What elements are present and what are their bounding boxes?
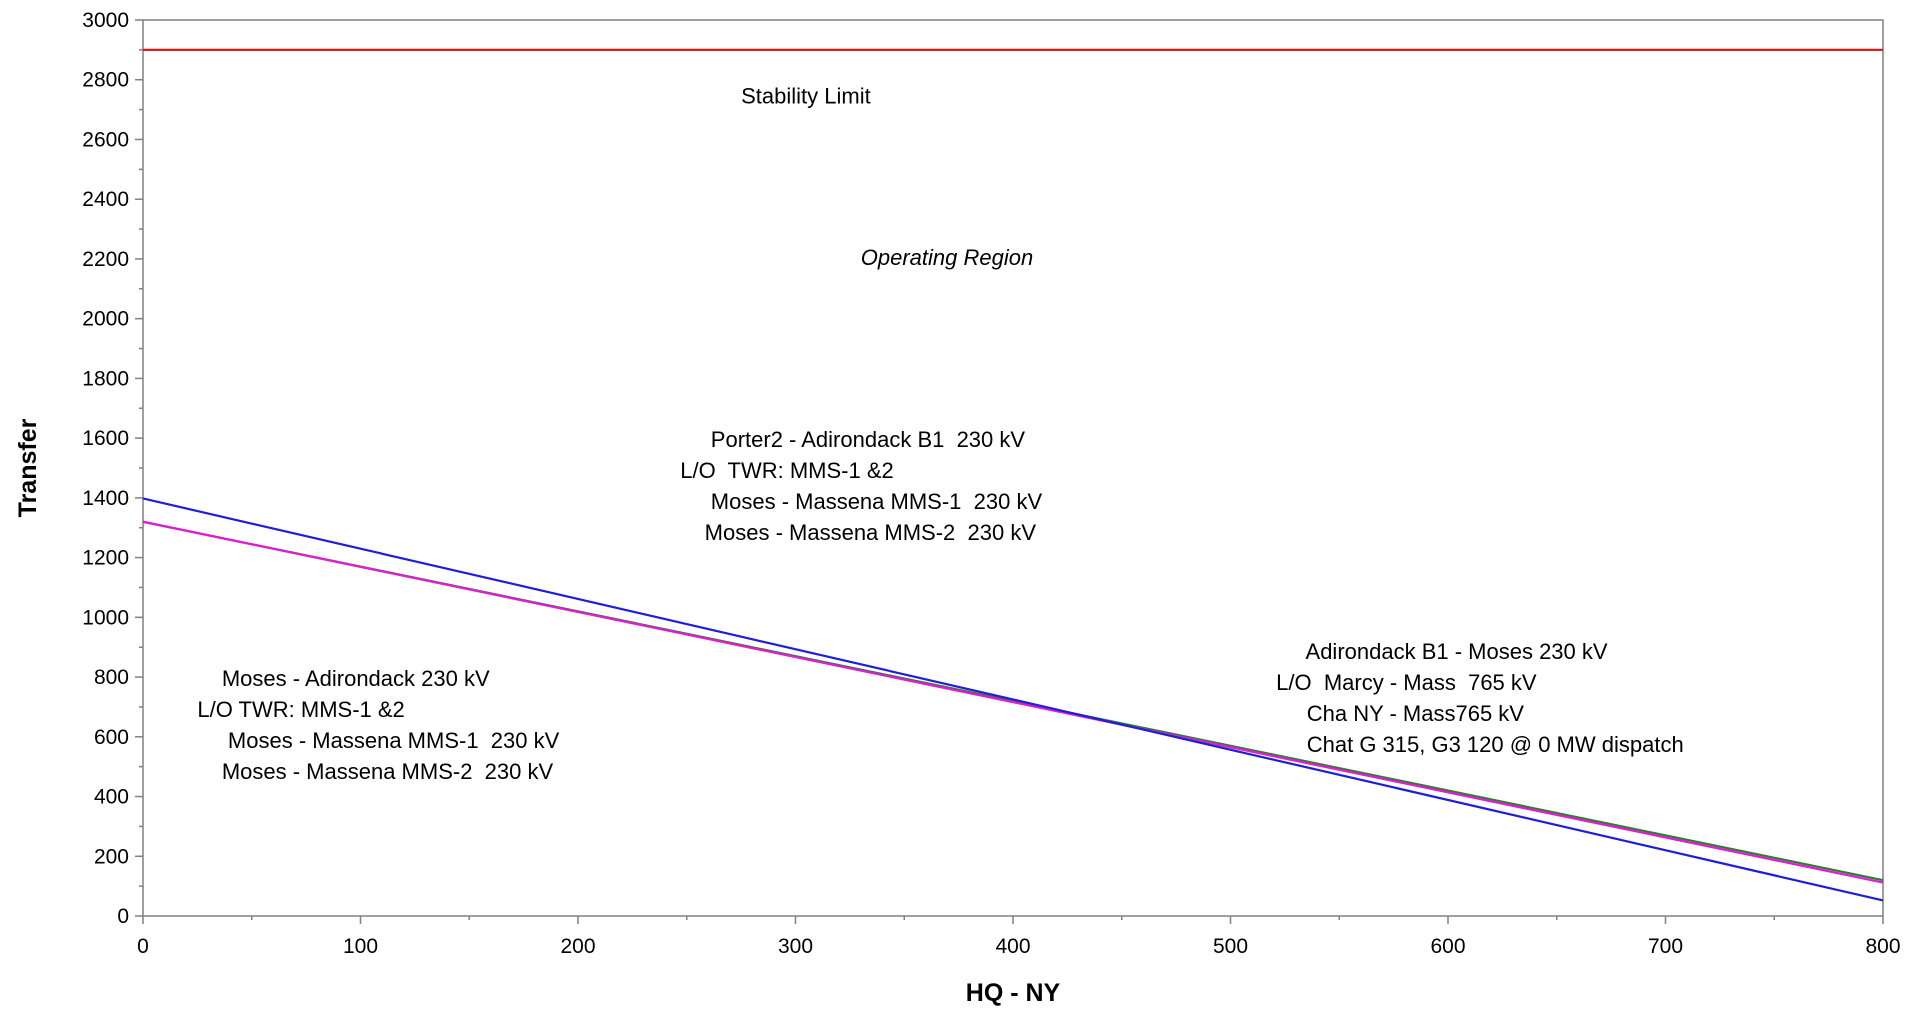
y-tick-label: 3000 xyxy=(82,9,129,32)
annotation-porter: Porter2 - Adirondack B1 230 kV L/O TWR: M… xyxy=(680,427,1042,545)
annotation-line: L/O TWR: MMS-1 &2 xyxy=(197,697,404,722)
y-tick-label: 800 xyxy=(94,666,129,689)
annotation-line: Moses - Massena MMS-2 230 kV xyxy=(197,759,553,784)
x-axis-title: HQ - NY xyxy=(966,979,1061,1007)
series-line-3 xyxy=(142,497,1884,902)
x-tick-label: 200 xyxy=(560,935,595,958)
annotation-line: Moses - Massena MMS-1 230 kV xyxy=(197,728,559,753)
annotation-adirondack: Adirondack B1 - Moses 230 kV L/O Marcy - … xyxy=(1276,639,1684,757)
x-tick-label: 300 xyxy=(778,935,813,958)
y-tick-label: 1000 xyxy=(82,606,129,629)
annotation-operating: Operating Region xyxy=(861,245,1033,270)
plot-area xyxy=(142,19,1884,917)
x-tick-label: 0 xyxy=(137,935,149,958)
annotation-line: L/O TWR: MMS-1 &2 xyxy=(680,458,894,483)
y-tick-label: 2000 xyxy=(82,308,129,331)
annotation-line: Chat G 315, G3 120 @ 0 MW dispatch xyxy=(1276,732,1684,757)
x-tick-label: 400 xyxy=(995,935,1030,958)
series-layer xyxy=(142,48,1884,902)
y-tick-label: 1200 xyxy=(82,547,129,570)
annotation-line: Porter2 - Adirondack B1 230 kV xyxy=(680,427,1025,452)
annotation-moses: Moses - Adirondack 230 kV L/O TWR: MMS-1 … xyxy=(197,666,559,784)
x-tick-label: 700 xyxy=(1648,935,1683,958)
y-tick-label: 400 xyxy=(94,786,129,809)
x-tick-label: 600 xyxy=(1430,935,1465,958)
x-tick-label: 100 xyxy=(343,935,378,958)
x-axis: 0 100 200 300 400 500 600 700 800 xyxy=(137,916,1901,958)
annotation-line: Cha NY - Mass765 kV xyxy=(1276,701,1524,726)
annotation-line: Adirondack B1 - Moses 230 kV xyxy=(1276,639,1608,664)
y-tick-label: 2400 xyxy=(82,188,129,211)
y-tick-label: 200 xyxy=(94,845,129,868)
y-axis: 0 200 400 600 800 1000 1200 1400 1600 1800 2000 220… xyxy=(82,9,143,928)
y-tick-label: 600 xyxy=(94,726,129,749)
y-tick-label: 2200 xyxy=(82,248,129,271)
annotation-line: Moses - Massena MMS-1 230 kV xyxy=(680,489,1042,514)
y-axis-title: Transfer xyxy=(14,418,42,517)
annotation-line: Moses - Adirondack 230 kV xyxy=(197,666,490,691)
x-tick-label: 800 xyxy=(1865,935,1900,958)
y-tick-label: 0 xyxy=(117,905,129,928)
y-tick-label: 2800 xyxy=(82,69,129,92)
annotation-line: L/O Marcy - Mass 765 kV xyxy=(1276,670,1537,695)
y-tick-label: 1600 xyxy=(82,427,129,450)
y-tick-label: 1400 xyxy=(82,487,129,510)
annotation-line: Operating Region xyxy=(861,245,1033,270)
annotation-layer: Stability Limit Operating Region Porter2 … xyxy=(197,84,1683,784)
annotation-line: Moses - Massena MMS-2 230 kV xyxy=(680,520,1036,545)
x-tick-label: 500 xyxy=(1213,935,1248,958)
annotation-stability: Stability Limit xyxy=(741,84,871,109)
y-tick-label: 1800 xyxy=(82,367,129,390)
series-line-2 xyxy=(142,520,1884,884)
y-tick-label: 2600 xyxy=(82,128,129,151)
annotation-line: Stability Limit xyxy=(741,84,871,109)
